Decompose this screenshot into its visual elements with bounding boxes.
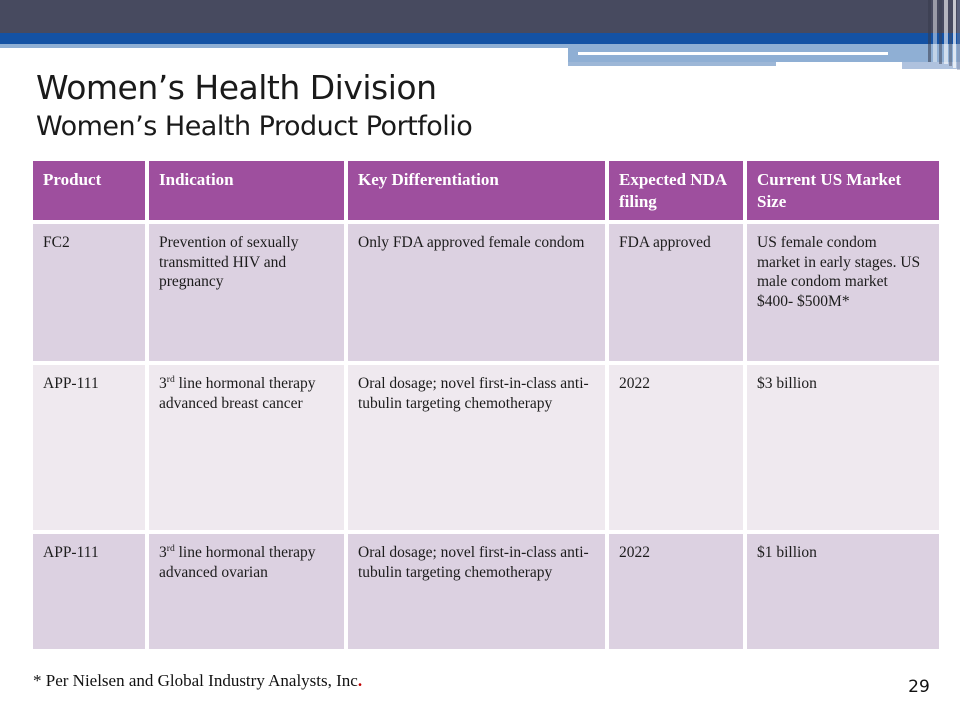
- indication-text: Prevention of sexually transmitted HIV a…: [159, 234, 299, 291]
- banner-pinstripe: [944, 0, 948, 64]
- banner-white-stripe: [578, 52, 888, 55]
- footnote-period: .: [357, 671, 363, 690]
- banner-pinstripe: [953, 0, 956, 68]
- cell-key-differentiation: Oral dosage; novel first-in-class anti-t…: [348, 365, 605, 530]
- footnote-text: * Per Nielsen and Global Industry Analys…: [33, 671, 358, 690]
- cell-expected-nda-filing: 2022: [609, 534, 743, 649]
- indication-text: 3: [159, 375, 167, 392]
- column-header-product: Product: [33, 161, 145, 220]
- cell-indication: 3rd line hormonal therapy advanced ovari…: [149, 534, 344, 649]
- column-header-key-differentiation: Key Differentiation: [348, 161, 605, 220]
- indication-superscript: rd: [166, 373, 175, 385]
- banner-pinstripe: [949, 0, 952, 66]
- cell-product: FC2: [33, 224, 145, 361]
- banner-pinstripe: [939, 0, 942, 64]
- slide-title: Women’s Health Division: [36, 68, 437, 107]
- banner-lightblue-strip: [0, 44, 960, 48]
- cell-product: APP-111: [33, 534, 145, 649]
- indication-text: line hormonal therapy advanced breast ca…: [159, 375, 316, 412]
- banner-pinstripe: [933, 0, 937, 62]
- banner-pinstripe: [957, 0, 960, 70]
- banner-pinstripe: [928, 0, 931, 62]
- banner-right-tail: [902, 62, 960, 69]
- indication-superscript: rd: [166, 542, 175, 554]
- cell-key-differentiation: Only FDA approved female condom: [348, 224, 605, 361]
- cell-expected-nda-filing: 2022: [609, 365, 743, 530]
- cell-current-us-market-size: US female condom market in early stages.…: [747, 224, 939, 361]
- page-number: 29: [908, 677, 930, 697]
- banner-left-tail: [568, 62, 776, 66]
- column-header-indication: Indication: [149, 161, 344, 220]
- header-banner: [0, 0, 960, 80]
- cell-current-us-market-size: $3 billion: [747, 365, 939, 530]
- banner-blue-bar: [0, 33, 960, 44]
- cell-product: APP-111: [33, 365, 145, 530]
- indication-text: line hormonal therapy advanced ovarian: [159, 544, 316, 581]
- footnote: * Per Nielsen and Global Industry Analys…: [33, 671, 362, 691]
- cell-indication: 3rd line hormonal therapy advanced breas…: [149, 365, 344, 530]
- indication-text: 3: [159, 544, 167, 561]
- cell-current-us-market-size: $1 billion: [747, 534, 939, 649]
- cell-indication: Prevention of sexually transmitted HIV a…: [149, 224, 344, 361]
- banner-dark-bar: [0, 0, 960, 33]
- product-portfolio-table: Product Indication Key Differentiation E…: [33, 161, 939, 649]
- cell-expected-nda-filing: FDA approved: [609, 224, 743, 361]
- slide-subtitle: Women’s Health Product Portfolio: [36, 111, 473, 142]
- column-header-expected-nda-filing: Expected NDA filing: [609, 161, 743, 220]
- cell-key-differentiation: Oral dosage; novel first-in-class anti-t…: [348, 534, 605, 649]
- column-header-current-us-market-size: Current US Market Size: [747, 161, 939, 220]
